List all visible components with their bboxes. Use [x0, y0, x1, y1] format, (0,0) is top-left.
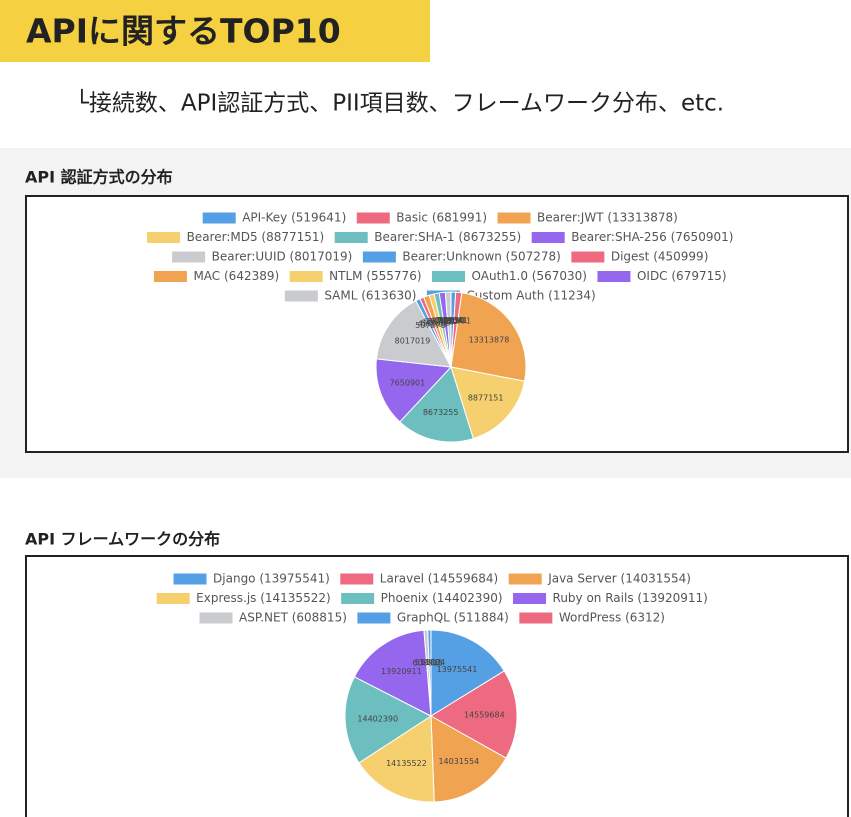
- chart-title: API フレームワークの分布: [25, 530, 220, 549]
- legend-label: Django (13975541): [213, 572, 330, 586]
- legend-swatch: [431, 270, 467, 283]
- slice-label: 14559684: [464, 710, 505, 719]
- legend-swatch: [146, 231, 182, 244]
- legend-label: Express.js (14135522): [196, 591, 331, 605]
- legend-label: Digest (450999): [611, 250, 709, 264]
- slice-label: 14135522: [386, 759, 427, 768]
- slice-label: 13920911: [381, 667, 422, 676]
- legend-swatch: [155, 592, 191, 605]
- slice-label: 613630: [434, 316, 465, 325]
- pie-slice: [430, 715, 507, 803]
- legend-label: GraphQL (511884): [397, 611, 509, 625]
- legend-label: Phoenix (14402390): [381, 591, 503, 605]
- pie-slice: [399, 366, 474, 443]
- slice-label: 450999: [418, 320, 449, 329]
- legend-swatch: [496, 211, 532, 225]
- legend-label: NTLM (555776): [329, 269, 421, 283]
- legend-label: Bearer:MD5 (8877151): [187, 230, 325, 244]
- slice-label: 8673255: [423, 408, 459, 417]
- legend-label: SAML (613630): [324, 289, 416, 303]
- legend-swatch: [172, 572, 208, 586]
- slice-label: 681991: [441, 316, 472, 325]
- legend-label: Bearer:UUID (8017019): [212, 250, 353, 264]
- legend-label: Ruby on Rails (13920911): [553, 591, 708, 605]
- slice-label: 14402390: [357, 714, 398, 723]
- legend-swatch: [507, 572, 543, 586]
- slice-label: 519641: [437, 316, 468, 325]
- legend-swatch: [152, 270, 188, 283]
- legend-swatch: [339, 572, 375, 586]
- legend-swatch: [570, 250, 606, 264]
- legend-label: ASP.NET (608815): [239, 611, 347, 625]
- slice-label: 6312: [421, 658, 441, 667]
- legend-label: WordPress (6312): [559, 611, 665, 625]
- pie-slice: [353, 629, 432, 717]
- pie-slice: [430, 670, 518, 759]
- pie-slice: [344, 676, 432, 764]
- pie-slice: [450, 366, 526, 440]
- legend-swatch: [201, 211, 237, 225]
- page-subtitle: └接続数、API認証方式、PII項目数、フレームワーク分布、etc.: [75, 89, 724, 117]
- legend-label: Bearer:SHA-1 (8673255): [374, 230, 521, 244]
- legend-label: Basic (681991): [396, 211, 487, 225]
- legend-label: Bearer:SHA-256 (7650901): [571, 230, 733, 244]
- slice-label: 8017019: [395, 336, 431, 345]
- slice-label: 14031554: [438, 757, 479, 766]
- pie-slice: [375, 358, 453, 423]
- legend-swatch: [530, 231, 566, 244]
- legend-label: OIDC (679715): [637, 269, 727, 283]
- slice-label: 555776: [424, 318, 455, 327]
- legend-label: Custom Auth (11234): [466, 289, 595, 303]
- slice-label: 679715: [430, 316, 461, 325]
- slice-label: 13975541: [437, 665, 478, 674]
- slice-label: 507278: [415, 321, 446, 330]
- pie-slice: [358, 715, 435, 803]
- pie-slice: [430, 629, 505, 717]
- slice-label: 13313878: [469, 336, 510, 345]
- pie-slice: [375, 300, 452, 368]
- slice-label: 8877151: [468, 394, 504, 403]
- legend-swatch: [355, 211, 391, 225]
- legend-swatch: [361, 250, 397, 264]
- legend-label: Bearer:JWT (13313878): [537, 211, 678, 225]
- legend-swatch: [288, 270, 324, 283]
- slice-label: 11234: [438, 316, 463, 325]
- legend-swatch: [340, 592, 376, 605]
- legend-label: MAC (642389): [193, 269, 279, 283]
- slice-label: 7650901: [390, 379, 426, 388]
- legend-swatch: [198, 611, 234, 625]
- page-title: APIに関するTOP10: [26, 12, 341, 51]
- legend-label: OAuth1.0 (567030): [472, 269, 587, 283]
- legend-label: Laravel (14559684): [380, 572, 498, 586]
- legend-label: API-Key (519641): [242, 211, 346, 225]
- legend-swatch: [596, 270, 632, 283]
- legend-swatch: [512, 592, 548, 605]
- slice-label: 642389: [420, 319, 451, 328]
- legend-swatch: [518, 611, 554, 625]
- pie-slice: [450, 292, 527, 382]
- slice-label: 511884: [415, 658, 446, 667]
- legend-swatch: [333, 231, 369, 244]
- chart-title: API 認証方式の分布: [25, 168, 173, 187]
- slice-label: 608815: [413, 658, 444, 667]
- legend-swatch: [283, 289, 319, 303]
- legend-label: Java Server (14031554): [547, 572, 691, 586]
- title-banner: [0, 0, 430, 62]
- slice-label: 567030: [427, 317, 458, 326]
- legend-swatch: [171, 250, 207, 264]
- legend-swatch: [356, 611, 392, 625]
- legend-label: Bearer:Unknown (507278): [402, 250, 560, 264]
